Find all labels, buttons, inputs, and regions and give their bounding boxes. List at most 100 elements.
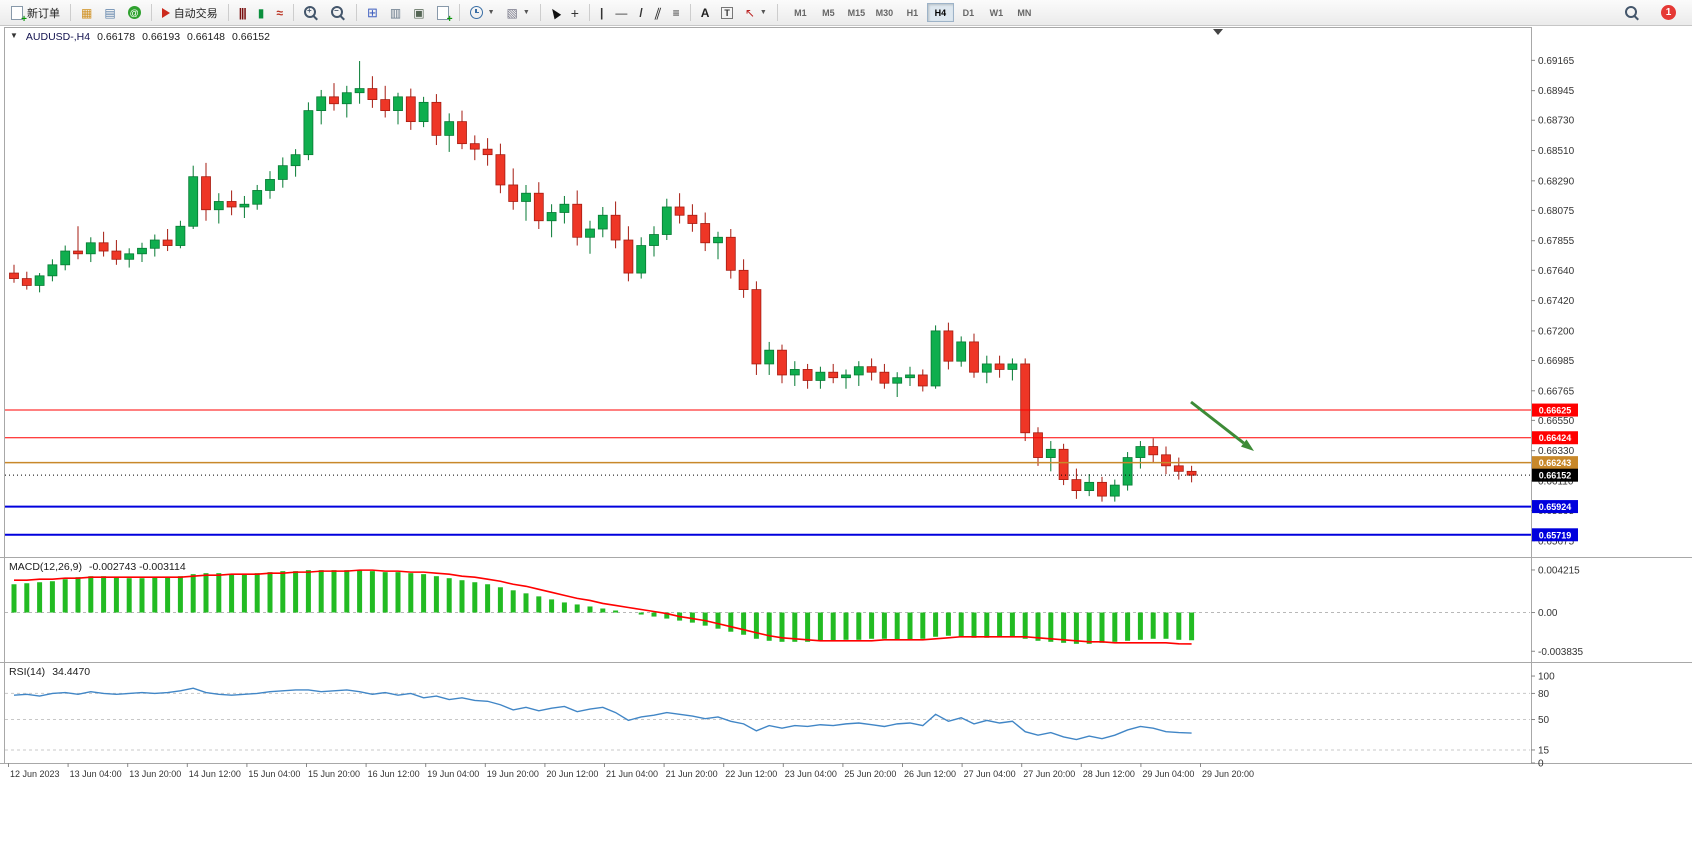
macd-layer bbox=[11, 569, 1195, 645]
svg-text:14 Jun 12:00: 14 Jun 12:00 bbox=[189, 769, 241, 779]
timeframe-h1-button[interactable]: H1 bbox=[899, 3, 926, 22]
data-window-button[interactable]: ⊞ bbox=[362, 2, 383, 23]
toolbar-separator bbox=[227, 4, 229, 21]
svg-text:0.65924: 0.65924 bbox=[1539, 502, 1572, 512]
svg-text:27 Jun 20:00: 27 Jun 20:00 bbox=[1023, 769, 1075, 779]
toolbox-icon: ▦ bbox=[81, 5, 93, 20]
navigator-button[interactable]: ▥ bbox=[385, 2, 406, 23]
autotrading-button[interactable]: 自动交易 bbox=[157, 2, 223, 23]
timeframe-mn-button[interactable]: MN bbox=[1011, 3, 1038, 22]
svg-text:50: 50 bbox=[1538, 715, 1550, 726]
svg-text:0.004215: 0.004215 bbox=[1538, 565, 1580, 576]
zoom-out-icon: − bbox=[330, 5, 343, 18]
bar-chart-button[interactable]: ||| bbox=[234, 2, 251, 23]
candlestick-icon: ▮ bbox=[257, 5, 265, 20]
trendline-button[interactable]: / bbox=[634, 2, 647, 23]
svg-text:29 Jun 20:00: 29 Jun 20:00 bbox=[1202, 769, 1254, 779]
svg-text:16 Jun 12:00: 16 Jun 12:00 bbox=[368, 769, 420, 779]
svg-text:19 Jun 20:00: 19 Jun 20:00 bbox=[487, 769, 539, 779]
new-order-label: 新订单 bbox=[27, 7, 60, 20]
arrow-tools-button[interactable]: ↖ ▼ bbox=[740, 2, 772, 23]
chart-shift-marker[interactable] bbox=[1213, 29, 1223, 35]
label-button[interactable]: T bbox=[716, 2, 738, 23]
fibonacci-button[interactable]: ≡ bbox=[668, 2, 685, 23]
svg-text:12 Jun 2023: 12 Jun 2023 bbox=[10, 769, 60, 779]
timeframe-h4-button[interactable]: H4 bbox=[926, 3, 954, 22]
navigator-icon: ▥ bbox=[389, 5, 402, 20]
autotrading-icon bbox=[161, 7, 170, 18]
timeframe-w1-button[interactable]: W1 bbox=[983, 3, 1010, 22]
text-icon: A bbox=[700, 5, 710, 20]
label-icon: T bbox=[721, 6, 733, 19]
toolbar-separator bbox=[458, 4, 460, 21]
timeframe-m30-button[interactable]: M30 bbox=[871, 3, 898, 22]
line-chart-button[interactable]: ≈ bbox=[271, 2, 288, 23]
svg-text:0.66243: 0.66243 bbox=[1539, 458, 1572, 468]
timeframe-m15-button[interactable]: M15 bbox=[843, 3, 870, 22]
terminal-button[interactable]: ▣ bbox=[408, 2, 429, 23]
svg-text:0.67420: 0.67420 bbox=[1538, 296, 1575, 307]
community-button[interactable]: @ bbox=[123, 2, 146, 23]
svg-text:-0.003835: -0.003835 bbox=[1538, 647, 1583, 658]
notification-badge[interactable]: 1 bbox=[1661, 5, 1676, 20]
chart-canvas[interactable]: 0.69165 0.68945 0.68730 0.68510 0.68290 0.680… bbox=[0, 26, 1692, 848]
svg-text:20 Jun 12:00: 20 Jun 12:00 bbox=[546, 769, 598, 779]
svg-text:19 Jun 04:00: 19 Jun 04:00 bbox=[427, 769, 479, 779]
crosshair-button[interactable]: + bbox=[566, 2, 584, 23]
channel-button[interactable]: ∥ bbox=[650, 2, 666, 23]
toolbar-separator bbox=[150, 4, 152, 21]
toolbar-separator bbox=[539, 4, 541, 21]
macd-signal-line bbox=[14, 569, 1192, 645]
rsi-values: 34.4470 bbox=[52, 666, 91, 678]
zoom-in-button[interactable]: + bbox=[299, 2, 324, 23]
chevron-down-icon: ▼ bbox=[759, 9, 767, 16]
svg-text:0.68075: 0.68075 bbox=[1538, 206, 1575, 217]
toolbar-separator bbox=[776, 4, 778, 21]
svg-text:0.67855: 0.67855 bbox=[1538, 236, 1575, 247]
svg-text:15 Jun 04:00: 15 Jun 04:00 bbox=[248, 769, 300, 779]
svg-text:29 Jun 04:00: 29 Jun 04:00 bbox=[1142, 769, 1194, 779]
timeframe-d1-button[interactable]: D1 bbox=[955, 3, 982, 22]
chevron-down-icon: ▼ bbox=[522, 9, 530, 16]
new-order-button[interactable]: 新订单 bbox=[6, 2, 65, 25]
zoom-in-icon: + bbox=[303, 5, 316, 18]
symbol-dropdown-icon[interactable]: ▼ bbox=[10, 31, 18, 40]
print-icon: ▤ bbox=[104, 5, 116, 20]
price-close: 0.66152 bbox=[232, 31, 270, 43]
price-tag bbox=[1532, 500, 1578, 514]
symbol-period-label: AUDUSD-,H4 bbox=[25, 31, 91, 43]
hline-objects[interactable]: 0.66625 0.66424 0.66243 0.65924 0.65719 0.661… bbox=[5, 403, 1578, 542]
macd-label: MACD(12,26,9) bbox=[9, 561, 82, 573]
toolbar-separator bbox=[355, 4, 357, 21]
svg-text:26 Jun 12:00: 26 Jun 12:00 bbox=[904, 769, 956, 779]
new-order-icon bbox=[11, 5, 27, 25]
search-button[interactable] bbox=[1620, 2, 1645, 23]
cursor-button[interactable] bbox=[546, 2, 564, 23]
candles-layer bbox=[9, 61, 1197, 502]
toolbar-separator bbox=[70, 4, 71, 21]
arrow-annotation[interactable] bbox=[1190, 400, 1254, 451]
svg-text:0.68510: 0.68510 bbox=[1538, 146, 1575, 157]
svg-text:13 Jun 20:00: 13 Jun 20:00 bbox=[129, 769, 181, 779]
new-chart-button[interactable] bbox=[432, 2, 454, 25]
horizontal-line-button[interactable]: — bbox=[610, 2, 632, 23]
text-button[interactable]: A bbox=[696, 2, 715, 23]
print-button[interactable]: ▤ bbox=[99, 2, 120, 23]
price-tag bbox=[1532, 403, 1578, 417]
timeframe-m1-button[interactable]: M1 bbox=[787, 3, 814, 22]
price-tag bbox=[1532, 528, 1578, 542]
vertical-line-button[interactable]: | bbox=[595, 2, 608, 23]
template-button[interactable]: ▧ ▼ bbox=[502, 2, 535, 23]
crosshair-icon: + bbox=[570, 4, 579, 21]
community-icon: @ bbox=[127, 6, 141, 19]
svg-text:0.68730: 0.68730 bbox=[1538, 116, 1575, 127]
toolbox-button[interactable]: ▦ bbox=[76, 2, 97, 23]
candlestick-button[interactable]: ▮ bbox=[253, 2, 270, 23]
price-open: 0.66178 bbox=[97, 31, 136, 43]
toolbar-separator bbox=[292, 4, 294, 21]
periods-button[interactable]: ▼ bbox=[465, 2, 500, 23]
zoom-out-button[interactable]: − bbox=[326, 2, 351, 23]
timeframe-m5-button[interactable]: M5 bbox=[815, 3, 842, 22]
svg-text:0.69165: 0.69165 bbox=[1538, 56, 1575, 67]
time-scale: 12 Jun 2023 13 Jun 04:00 13 Jun 20:00 14 Ju… bbox=[8, 763, 1254, 779]
